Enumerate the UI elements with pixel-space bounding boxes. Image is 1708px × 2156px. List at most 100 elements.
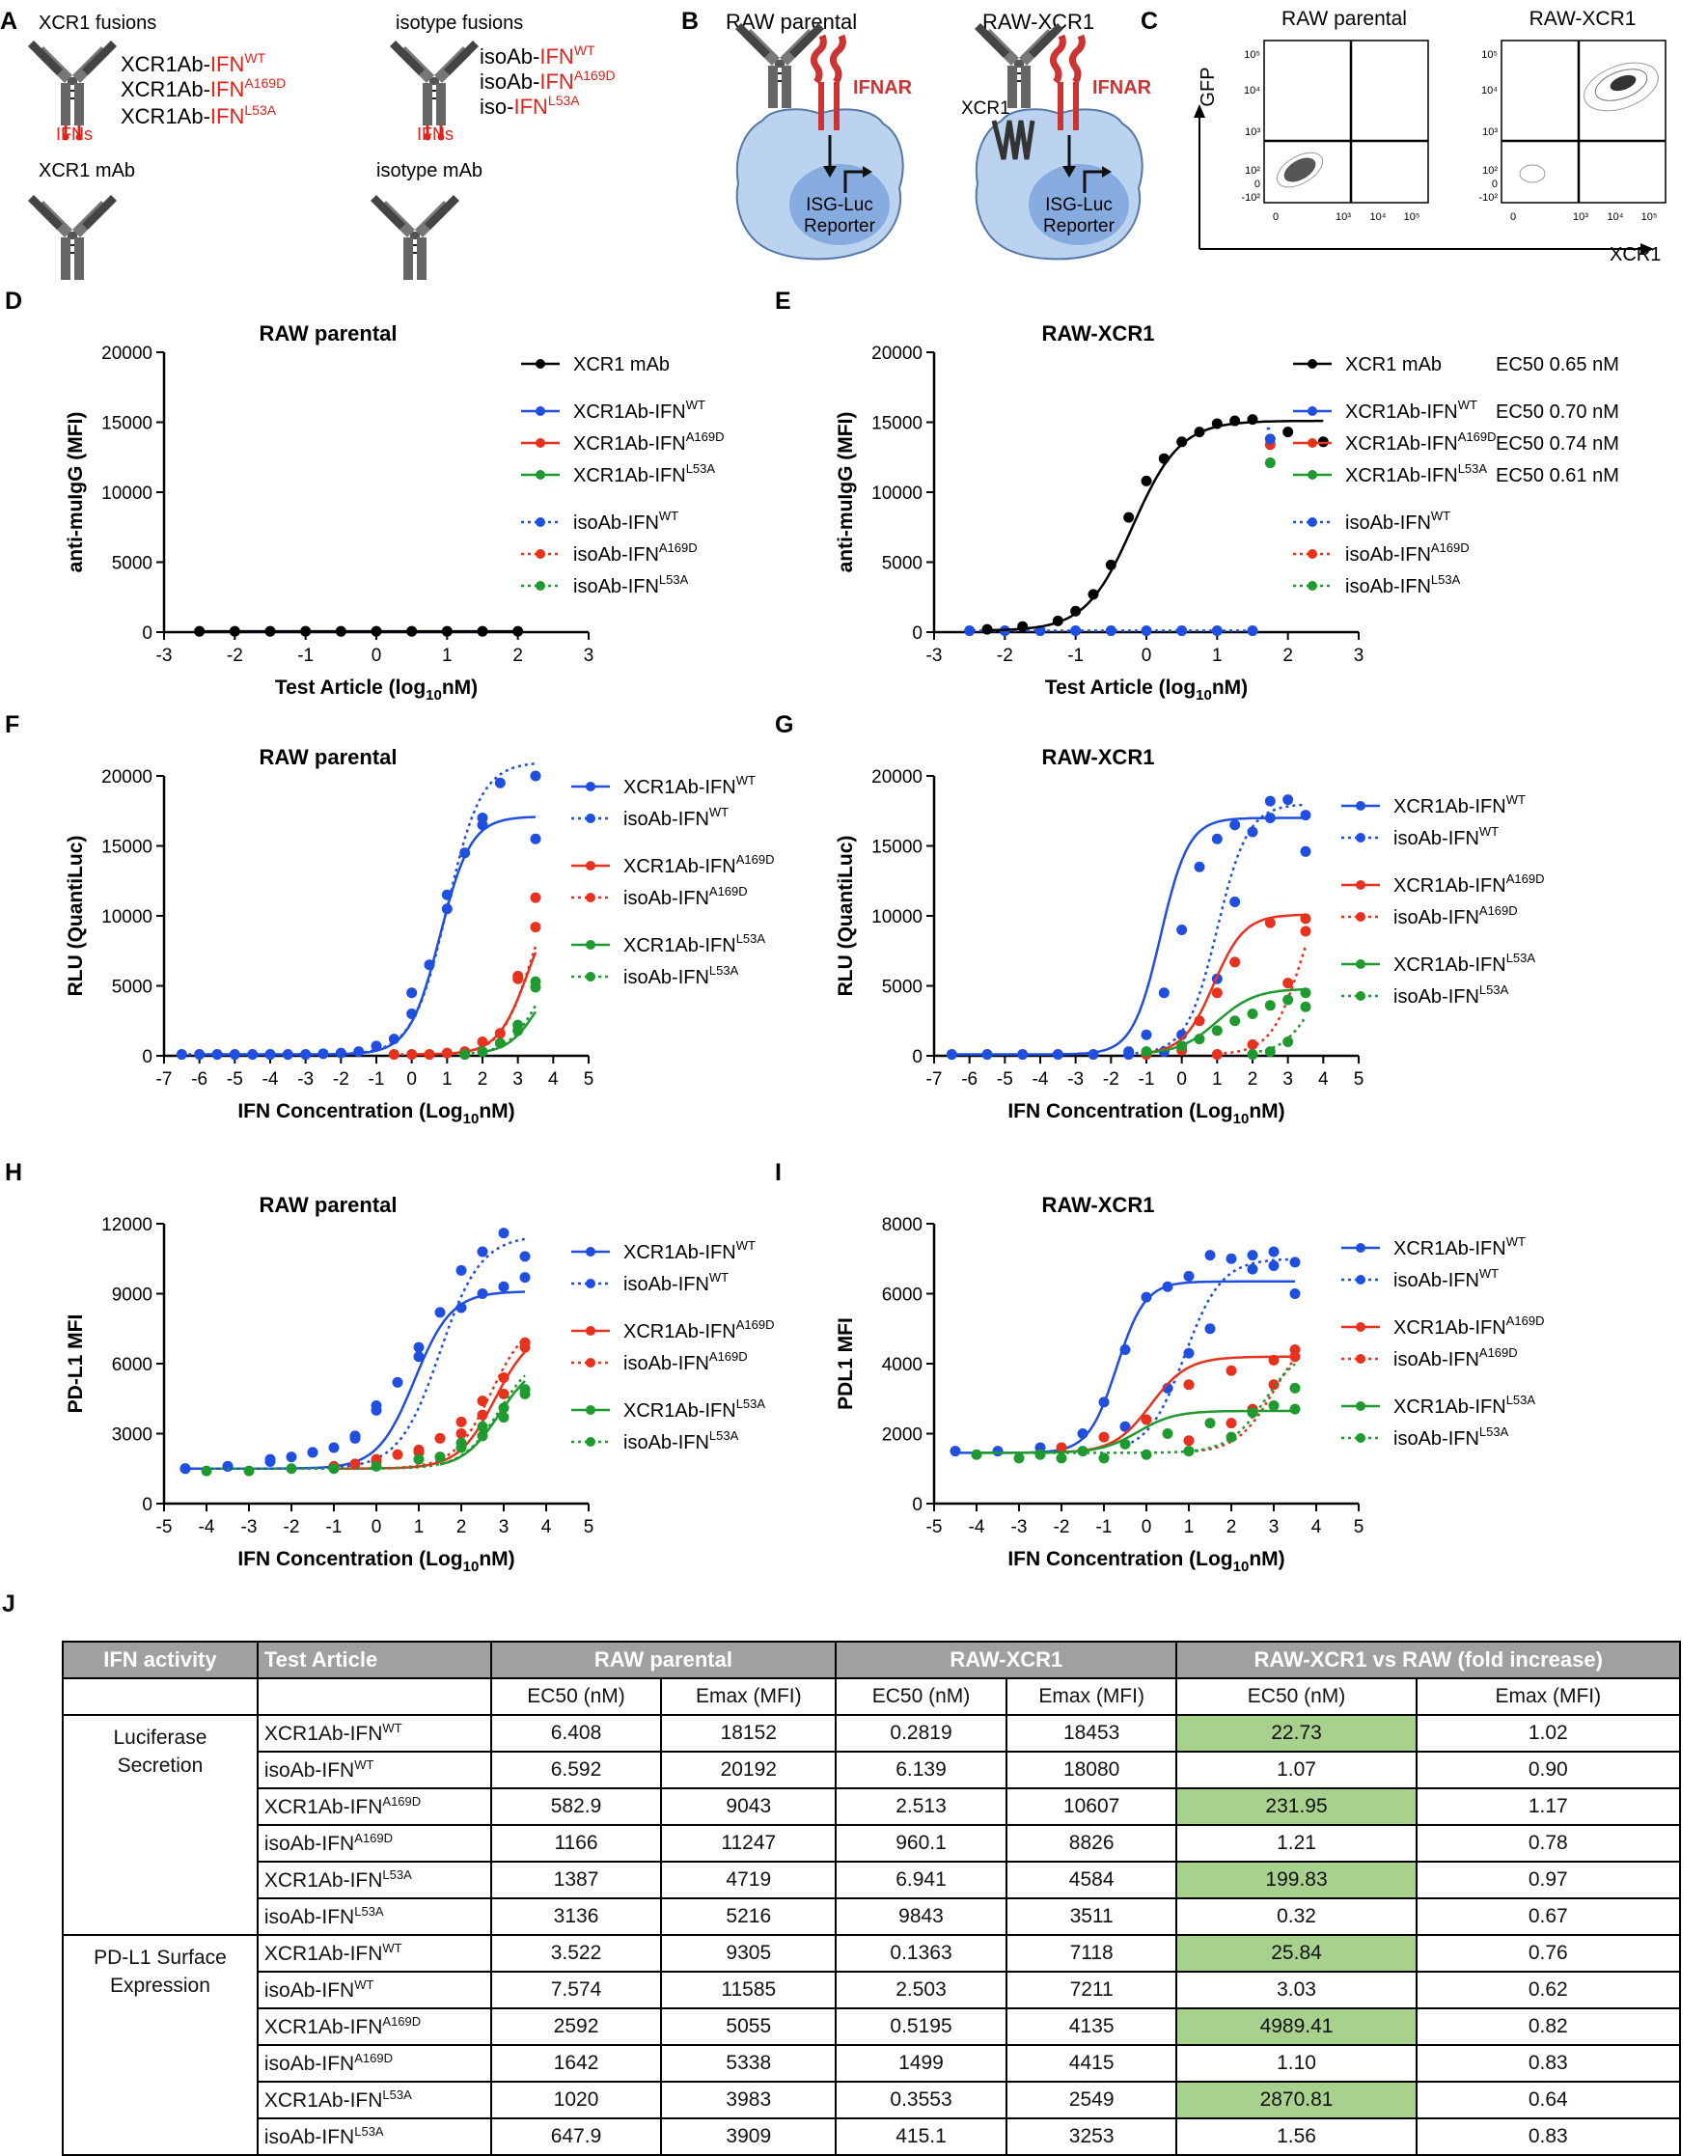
header-raw-parental: RAW parental xyxy=(491,1642,836,1678)
legend-entry: XCR1Ab-IFNA169D xyxy=(571,852,774,877)
data-point xyxy=(1226,1432,1237,1443)
legend-entry: XCR1Ab-IFNL53A xyxy=(521,461,715,486)
y-tick-label: 15000 xyxy=(871,414,923,434)
data-point xyxy=(1248,414,1258,425)
legend-entry: isoAb-IFNA169D xyxy=(1293,540,1470,566)
test-article-cell: XCR1Ab-IFNL53A xyxy=(258,2082,491,2118)
data-point xyxy=(1017,1049,1028,1060)
legend-entry: isoAb-IFNWT xyxy=(521,509,678,534)
data-point xyxy=(1248,827,1258,838)
data-point xyxy=(950,1446,961,1456)
data-point xyxy=(495,1028,506,1038)
svg-text:10⁴: 10⁴ xyxy=(1481,85,1498,97)
x-tick-label: -7 xyxy=(156,1069,173,1090)
data-point xyxy=(350,1430,361,1441)
value-cell: 4584 xyxy=(1006,1862,1177,1898)
y-axis-label: PD-L1 MFI xyxy=(65,1314,87,1414)
x-axis-label: Test Article (log10nM) xyxy=(275,677,478,704)
value-cell: 18080 xyxy=(1006,1752,1177,1788)
data-point xyxy=(435,1433,446,1444)
svg-text:RAW parental: RAW parental xyxy=(1281,8,1407,30)
legend-entry: XCR1Ab-IFNA169D xyxy=(1341,871,1544,897)
fit-curve xyxy=(200,817,536,1055)
y-axis-label: PDL1 MFI xyxy=(835,1317,857,1410)
x-tick-label: -3 xyxy=(1067,1069,1084,1090)
svg-text:XCR1Ab-IFNWT: XCR1Ab-IFNWT xyxy=(623,1238,756,1263)
x-tick-label: -2 xyxy=(284,1517,300,1537)
x-tick-label: 1 xyxy=(442,646,453,666)
panel-label-j: J xyxy=(2,1590,15,1618)
x-tick-label: 5 xyxy=(584,1517,594,1537)
value-cell: 0.83 xyxy=(1417,2045,1680,2082)
data-point xyxy=(1248,625,1258,636)
data-point xyxy=(1159,454,1170,464)
test-article-cell: XCR1Ab-IFNA169D xyxy=(258,2008,491,2045)
value-cell: 4989.41 xyxy=(1176,2008,1416,2045)
data-point xyxy=(478,1288,488,1299)
subheader: EC50 (nM) xyxy=(1176,1678,1416,1715)
value-cell: 0.32 xyxy=(1176,1898,1416,1935)
x-tick-label: 5 xyxy=(584,1069,594,1090)
x-tick-label: 2 xyxy=(1226,1517,1237,1537)
panel-a-title-isotype-mab: isotype mAb xyxy=(376,160,482,181)
data-point xyxy=(1184,1271,1195,1282)
data-point xyxy=(435,1451,446,1462)
x-tick-label: -2 xyxy=(333,1069,349,1090)
value-cell: 4135 xyxy=(1006,2008,1177,2045)
svg-text:isoAb-IFNWT: isoAb-IFNWT xyxy=(623,805,729,830)
legend-entry: XCR1Ab-IFNWT xyxy=(1341,1234,1526,1259)
svg-text:XCR1Ab-IFNL53A: XCR1Ab-IFNL53A xyxy=(1393,1393,1535,1418)
ec50-label: EC50 0.74 nM xyxy=(1496,433,1619,455)
data-point xyxy=(194,626,205,637)
svg-text:10³: 10³ xyxy=(1336,211,1351,223)
data-point xyxy=(1290,1383,1301,1394)
data-point xyxy=(531,771,541,782)
data-point xyxy=(1088,1049,1099,1060)
legend-entry: isoAb-IFNA169D xyxy=(571,884,748,909)
svg-text:10⁴: 10⁴ xyxy=(1608,211,1624,223)
receptor-label-2: IFNAR xyxy=(1092,77,1152,98)
data-point xyxy=(1184,1446,1195,1456)
value-cell: 2549 xyxy=(1006,2082,1177,2118)
isotype-fusion-list: isoAb-IFNWT isoAb-IFNA169D iso-IFNL53A xyxy=(480,42,616,119)
x-tick-label: -1 xyxy=(369,1069,385,1090)
series-xwt xyxy=(194,817,540,1061)
y-tick-label: 6000 xyxy=(882,1285,923,1306)
x-tick-label: -3 xyxy=(297,1069,314,1090)
svg-text:isoAb-IFNWT: isoAb-IFNWT xyxy=(1345,509,1450,534)
x-tick-label: 4 xyxy=(548,1069,559,1090)
value-cell: 11585 xyxy=(661,1972,836,2008)
data-point xyxy=(230,1049,240,1060)
svg-text:XCR1Ab-IFNA169D: XCR1Ab-IFNA169D xyxy=(573,429,724,455)
ec50-label: EC50 0.65 nM xyxy=(1496,354,1619,375)
data-point xyxy=(1106,625,1116,636)
data-point xyxy=(308,1447,318,1457)
data-point xyxy=(531,834,541,844)
fit-curve xyxy=(977,1411,1295,1453)
panel-label-h: H xyxy=(5,1159,22,1186)
svg-text:XCR1Ab-IFNL53A: XCR1Ab-IFNL53A xyxy=(573,461,715,486)
data-point xyxy=(1120,1344,1131,1355)
series-mab xyxy=(982,414,1329,634)
y-tick-label: 10000 xyxy=(871,907,923,927)
data-point xyxy=(512,1025,523,1036)
y-tick-label: 4000 xyxy=(882,1355,923,1375)
panel-a: A XCR1 fusions isotype fusions IFNs IFNs… xyxy=(0,8,616,280)
panel-label-g: G xyxy=(775,711,793,738)
legend-entry: XCR1Ab-IFNL53A xyxy=(1341,951,1535,976)
x-tick-label: 0 xyxy=(372,1517,382,1537)
y-tick-label: 12000 xyxy=(101,1215,152,1235)
c-xaxis-label: XCR1 xyxy=(1610,244,1661,265)
svg-text:10⁵: 10⁵ xyxy=(1404,211,1420,223)
svg-text:isoAb-IFNA169D: isoAb-IFNA169D xyxy=(1345,540,1470,566)
value-cell: 231.95 xyxy=(1176,1788,1416,1825)
value-cell: 0.67 xyxy=(1417,1898,1680,1935)
test-article-cell: XCR1Ab-IFNA169D xyxy=(258,1788,491,1825)
svg-text:XCR1Ab-IFNL53A: XCR1Ab-IFNL53A xyxy=(623,931,765,956)
data-point xyxy=(478,1046,488,1057)
svg-text:isoAb-IFNL53A: isoAb-IFNL53A xyxy=(573,572,689,597)
data-point xyxy=(1212,987,1223,998)
reporter-label-2a: ISG-Luc xyxy=(1045,195,1113,215)
